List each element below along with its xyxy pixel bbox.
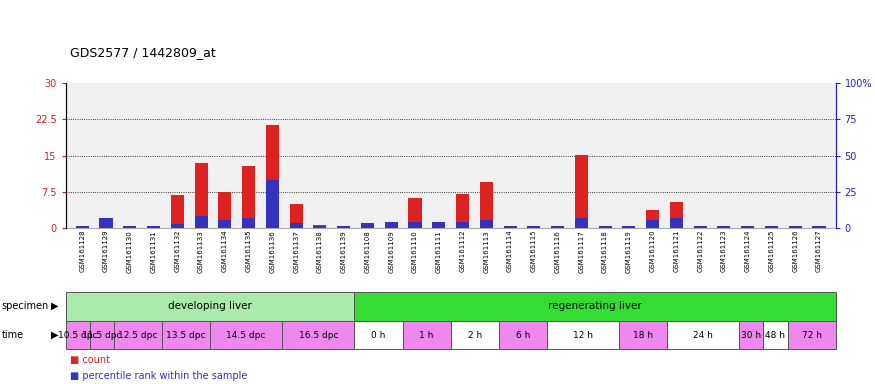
Text: 0 h: 0 h bbox=[371, 331, 386, 339]
Bar bbox=[290, 204, 303, 228]
Bar bbox=[90, 321, 114, 349]
Bar bbox=[670, 218, 682, 228]
Bar bbox=[337, 226, 350, 228]
Text: regenerating liver: regenerating liver bbox=[548, 301, 642, 311]
Bar bbox=[360, 223, 374, 228]
Bar bbox=[360, 227, 374, 228]
Bar bbox=[480, 220, 493, 228]
Bar bbox=[409, 222, 422, 228]
Bar bbox=[503, 226, 516, 228]
Bar bbox=[765, 226, 778, 228]
Text: GDS2577 / 1442809_at: GDS2577 / 1442809_at bbox=[70, 46, 216, 60]
Bar bbox=[385, 222, 398, 228]
Text: 1 h: 1 h bbox=[419, 331, 434, 339]
Text: ■ count: ■ count bbox=[70, 355, 110, 365]
Text: 14.5 dpc: 14.5 dpc bbox=[227, 331, 266, 339]
Bar bbox=[242, 166, 256, 228]
Bar bbox=[788, 321, 836, 349]
Bar bbox=[313, 226, 326, 228]
Text: 24 h: 24 h bbox=[693, 331, 713, 339]
Bar bbox=[670, 202, 682, 228]
Bar bbox=[402, 321, 451, 349]
Bar bbox=[100, 218, 113, 228]
Text: 12.5 dpc: 12.5 dpc bbox=[118, 331, 158, 339]
Text: 30 h: 30 h bbox=[741, 331, 761, 339]
Bar bbox=[290, 223, 303, 228]
Bar bbox=[480, 182, 493, 228]
Bar bbox=[194, 163, 207, 228]
Bar bbox=[354, 321, 402, 349]
Bar bbox=[456, 194, 469, 228]
Bar bbox=[313, 225, 326, 228]
Bar bbox=[219, 192, 231, 228]
Bar bbox=[282, 321, 354, 349]
Bar bbox=[210, 321, 282, 349]
Bar bbox=[337, 227, 350, 228]
Bar bbox=[219, 220, 231, 228]
Bar bbox=[813, 226, 825, 228]
Bar bbox=[242, 218, 256, 228]
Text: 2 h: 2 h bbox=[467, 331, 482, 339]
Text: 11.5 dpc: 11.5 dpc bbox=[82, 331, 122, 339]
Text: specimen: specimen bbox=[2, 301, 49, 311]
Bar bbox=[668, 321, 739, 349]
Bar bbox=[432, 222, 445, 228]
Bar bbox=[694, 226, 707, 228]
Text: 16.5 dpc: 16.5 dpc bbox=[298, 331, 338, 339]
Bar bbox=[451, 321, 499, 349]
Bar bbox=[66, 321, 90, 349]
Text: 12 h: 12 h bbox=[573, 331, 593, 339]
Bar bbox=[788, 226, 802, 228]
Text: 72 h: 72 h bbox=[802, 331, 822, 339]
Bar bbox=[620, 321, 668, 349]
Bar bbox=[123, 226, 136, 228]
Bar bbox=[100, 223, 113, 228]
Bar bbox=[528, 226, 541, 228]
Bar bbox=[171, 224, 184, 228]
Text: ▶: ▶ bbox=[51, 330, 59, 340]
Bar bbox=[147, 226, 160, 228]
Bar bbox=[739, 321, 763, 349]
Text: time: time bbox=[2, 330, 24, 340]
Text: developing liver: developing liver bbox=[168, 301, 252, 311]
Bar bbox=[741, 226, 754, 228]
Bar bbox=[194, 216, 207, 228]
Bar bbox=[432, 227, 445, 228]
Bar bbox=[76, 226, 88, 228]
Text: 10.5 dpc: 10.5 dpc bbox=[58, 331, 97, 339]
Bar bbox=[646, 210, 659, 228]
Bar bbox=[622, 226, 635, 228]
Bar bbox=[763, 321, 788, 349]
Bar bbox=[114, 321, 162, 349]
Bar bbox=[503, 227, 516, 228]
Bar bbox=[409, 198, 422, 228]
Text: ■ percentile rank within the sample: ■ percentile rank within the sample bbox=[70, 371, 248, 381]
Bar bbox=[598, 226, 612, 228]
Bar bbox=[354, 292, 836, 321]
Text: 48 h: 48 h bbox=[766, 331, 786, 339]
Bar bbox=[385, 227, 398, 228]
Bar bbox=[456, 222, 469, 228]
Bar bbox=[499, 321, 547, 349]
Bar bbox=[171, 195, 184, 228]
Bar bbox=[718, 226, 731, 228]
Bar bbox=[547, 321, 620, 349]
Bar bbox=[575, 154, 588, 228]
Bar bbox=[575, 218, 588, 228]
Bar bbox=[162, 321, 210, 349]
Text: 18 h: 18 h bbox=[634, 331, 653, 339]
Bar bbox=[266, 125, 279, 228]
Bar bbox=[646, 220, 659, 228]
Bar bbox=[66, 292, 354, 321]
Bar bbox=[266, 180, 279, 228]
Bar bbox=[551, 226, 564, 228]
Text: ▶: ▶ bbox=[51, 301, 59, 311]
Text: 13.5 dpc: 13.5 dpc bbox=[166, 331, 206, 339]
Text: 6 h: 6 h bbox=[515, 331, 530, 339]
